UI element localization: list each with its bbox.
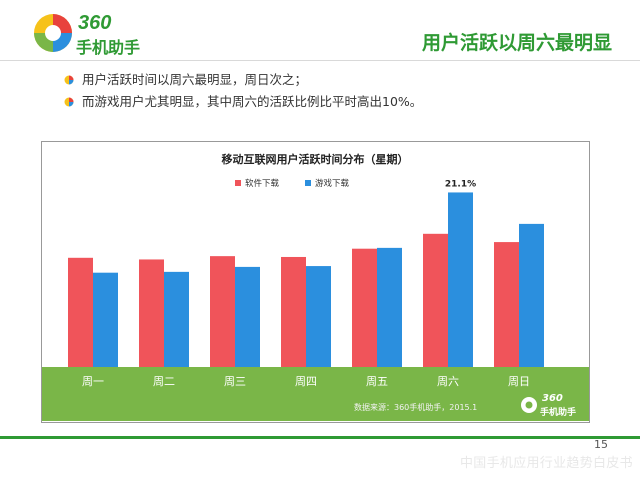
x-tick-label: 周五 <box>366 375 388 388</box>
x-tick-label: 周四 <box>295 375 317 388</box>
chart-title: 移动互联网用户活跃时间分布（星期） <box>222 152 409 166</box>
header-divider <box>0 60 640 61</box>
bar-software-3 <box>281 256 306 367</box>
legend-label: 游戏下载 <box>315 178 350 189</box>
brand-name: 手机助手 <box>76 38 141 57</box>
bar-games-1 <box>164 271 189 367</box>
bar-games-3 <box>306 266 331 367</box>
legend-label: 软件下载 <box>245 178 280 189</box>
bar-games-4 <box>377 247 402 367</box>
bullet-text: 而游戏用户尤其明显，其中周六的活跃比例比平时高出10%。 <box>82 94 423 109</box>
bar-software-0 <box>68 257 93 367</box>
source-note: 数据来源：360手机助手，2015.1 <box>354 403 478 412</box>
x-tick-label: 周一 <box>82 375 104 388</box>
chart-x-labels: 周一 周二 周三 周四 周五 周六 周日 <box>82 375 530 388</box>
legend-swatch <box>235 180 241 186</box>
chart-ground-band <box>42 367 589 421</box>
x-tick-label: 周日 <box>508 375 530 388</box>
bar-software-2 <box>210 256 235 367</box>
data-label: 21.1% <box>445 179 476 189</box>
mini-brand-number: 360 <box>542 393 563 404</box>
footer-rule <box>0 436 640 439</box>
brand-ball-icon <box>34 14 72 52</box>
mini-brand-logo: 360 手机助手 <box>520 392 582 418</box>
bullet-ball-icon <box>64 97 74 107</box>
brand-number: 360 <box>78 12 112 34</box>
bullet-text: 用户活跃时间以周六最明显，周日次之； <box>82 72 308 87</box>
bar-software-1 <box>139 259 164 367</box>
bar-software-4 <box>352 248 377 367</box>
chart-annotations: 21.1% <box>445 179 476 189</box>
x-tick-label: 周六 <box>437 375 459 388</box>
mini-brand-name: 手机助手 <box>540 408 577 418</box>
bar-software-6 <box>494 242 519 367</box>
slide-title: 用户活跃以周六最明显 <box>421 32 612 54</box>
bar-software-5 <box>423 233 448 367</box>
bullet-ball-icon <box>64 75 74 85</box>
bar-games-5 <box>448 192 473 367</box>
bullet-item: 用户活跃时间以周六最明显，周日次之； <box>64 70 422 92</box>
x-tick-label: 周二 <box>153 375 175 388</box>
bullet-item: 而游戏用户尤其明显，其中周六的活跃比例比平时高出10%。 <box>64 92 422 114</box>
bar-games-2 <box>235 266 260 367</box>
mini-brand-ball-icon <box>521 397 537 413</box>
page-number: 15 <box>594 438 608 451</box>
chart-legend: 软件下载 游戏下载 <box>235 178 350 189</box>
watermark-text: 中国手机应用行业趋势白皮书 <box>460 456 633 471</box>
legend-swatch <box>305 180 311 186</box>
bullet-list: 用户活跃时间以周六最明显，周日次之； 而游戏用户尤其明显，其中周六的活跃比例比平… <box>64 70 422 114</box>
brand-logo: 360 手机助手 <box>32 12 162 57</box>
chart-bars <box>68 192 544 367</box>
bar-games-6 <box>519 223 544 367</box>
x-tick-label: 周三 <box>224 375 246 388</box>
bar-games-0 <box>93 272 118 367</box>
